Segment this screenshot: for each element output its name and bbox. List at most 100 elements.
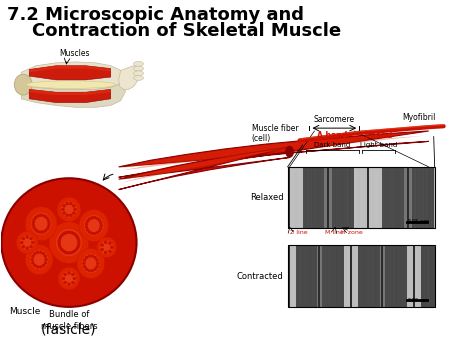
Ellipse shape [26,81,116,89]
Bar [347,167,348,228]
Circle shape [20,241,23,244]
Bar [315,245,316,307]
Bar [290,245,291,307]
Bar [303,245,305,307]
Circle shape [68,283,71,286]
Bar [404,167,412,228]
Bar [300,245,301,307]
Bar [418,167,419,228]
Bar [359,167,360,228]
Bar [385,245,386,307]
Bar [434,245,435,307]
Circle shape [48,222,50,225]
Bar [372,245,373,307]
Circle shape [85,225,88,228]
Circle shape [73,277,76,280]
Bar [335,245,336,307]
Bar [363,245,364,307]
Circle shape [47,225,50,228]
Circle shape [86,228,89,231]
Circle shape [32,262,34,264]
Bar [384,167,385,228]
Circle shape [91,255,94,258]
Text: Contracted: Contracted [237,272,284,281]
Text: Contraction of Skeletal Muscle: Contraction of Skeletal Muscle [7,22,342,40]
Circle shape [58,244,61,247]
Text: H zone: H zone [342,230,363,235]
Bar [421,245,422,307]
Ellipse shape [134,66,144,71]
Bar [338,167,339,228]
Circle shape [69,202,72,205]
Bar [330,245,331,307]
Circle shape [46,227,49,230]
Bar [393,245,394,307]
Bar [320,245,321,307]
Bar [403,245,404,307]
Circle shape [26,247,29,250]
Circle shape [22,245,25,248]
Bar [401,245,402,307]
Bar [366,245,367,307]
Bar [342,245,343,307]
Bar [288,167,290,228]
Bar [422,167,423,228]
Bar [413,167,414,228]
Circle shape [36,266,39,268]
Bar [380,245,381,307]
Circle shape [64,232,67,234]
Bar [400,245,401,307]
Circle shape [39,251,42,254]
Circle shape [44,215,47,218]
Bar [412,167,413,228]
Bar [362,167,363,228]
Bar [320,167,321,228]
Ellipse shape [30,250,48,269]
Bar [434,167,435,228]
Bar [379,167,380,228]
Circle shape [58,242,61,245]
Circle shape [63,281,67,284]
Bar [328,167,329,228]
Bar [410,245,411,307]
Circle shape [95,259,99,262]
Bar [306,245,307,307]
Ellipse shape [62,271,76,286]
Bar [322,245,344,307]
Bar [369,167,382,228]
Bar [396,245,397,307]
Circle shape [108,242,111,245]
Bar [430,167,431,228]
Bar [302,245,303,307]
Bar [288,245,435,307]
Bar [406,245,407,307]
Circle shape [86,220,89,223]
Bar [427,167,428,228]
Circle shape [74,249,77,252]
Bar [416,245,417,307]
Bar [391,167,392,228]
Bar [408,167,409,228]
Circle shape [72,232,75,235]
Circle shape [1,178,136,307]
Bar [417,245,418,307]
Bar [306,167,307,228]
Bar [330,167,331,228]
Bar [377,245,378,307]
Bar [331,245,333,307]
Bar [431,167,432,228]
Bar [354,167,367,228]
Bar [428,167,429,228]
Circle shape [88,218,91,221]
Bar [376,245,377,307]
Bar [327,167,328,228]
Bar [317,245,319,307]
Bar [368,167,369,228]
Bar [321,167,322,228]
Bar [421,167,422,228]
Polygon shape [29,89,111,95]
Text: Sarcomere: Sarcomere [314,115,355,124]
Polygon shape [29,66,111,80]
Bar [397,245,398,307]
Bar [379,245,380,307]
